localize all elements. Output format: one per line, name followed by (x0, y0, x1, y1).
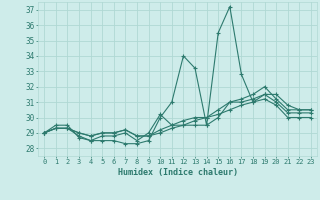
X-axis label: Humidex (Indice chaleur): Humidex (Indice chaleur) (118, 168, 238, 177)
